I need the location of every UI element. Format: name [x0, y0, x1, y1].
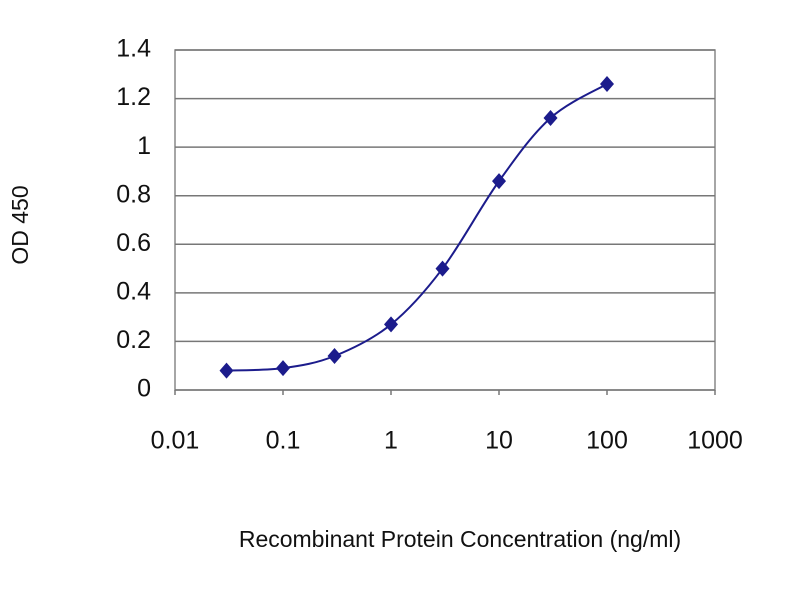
marker — [276, 360, 290, 377]
marker — [219, 362, 234, 379]
marker — [492, 173, 506, 190]
y-tick-label: 1 — [137, 132, 151, 160]
series-line — [226, 83, 608, 372]
y-tick-label: 1.4 — [116, 35, 151, 63]
plot-frame — [174, 49, 716, 391]
marker — [435, 260, 450, 277]
y-tick-label: 0 — [137, 375, 151, 403]
x-tick-label: 1 — [384, 427, 398, 455]
y-tick-label: 0.8 — [116, 180, 151, 208]
x-tick-label: 1000 — [687, 427, 743, 455]
y-axis-title: OD 450 — [7, 185, 33, 264]
x-tick-label: 0.01 — [151, 427, 200, 455]
marker — [543, 110, 558, 126]
marker — [600, 76, 614, 92]
y-tick-label: 1.2 — [116, 83, 151, 111]
y-tick-label: 0.2 — [116, 326, 151, 354]
x-tick-label: 0.1 — [266, 427, 301, 455]
x-axis-title: Recombinant Protein Concentration (ng/ml… — [239, 526, 681, 552]
marker — [327, 348, 342, 364]
y-tick-label: 0.4 — [116, 277, 151, 305]
marker — [384, 316, 398, 333]
y-tick-label: 0.6 — [116, 229, 151, 257]
x-tick-label: 100 — [586, 427, 628, 455]
x-tick-label: 10 — [485, 427, 513, 455]
